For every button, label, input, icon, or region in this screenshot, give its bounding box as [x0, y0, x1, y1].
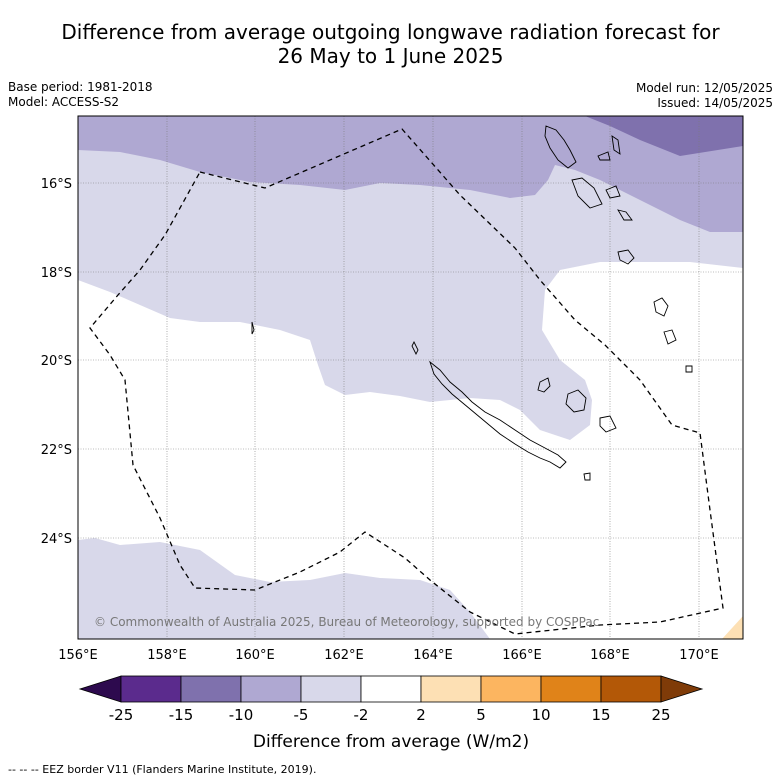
gridlines — [78, 116, 743, 639]
lon-label: 156°E — [58, 648, 98, 663]
colorbar-tick: -25 — [109, 706, 134, 724]
colorbar-tick: -15 — [169, 706, 194, 724]
colorbar-extend-low — [78, 675, 122, 703]
anomaly-region-minus5-to-minus2 — [78, 116, 743, 440]
lon-label: 162°E — [324, 648, 364, 663]
lat-label: 24°S — [41, 532, 72, 547]
colorbar-swatch — [240, 675, 302, 703]
base-period: Base period: 1981-2018 — [8, 80, 153, 94]
run-info: Model run: 12/05/2025 Issued: 14/05/2025 — [636, 81, 773, 111]
colorbar-tick: 15 — [591, 706, 610, 724]
eez-border — [89, 128, 724, 635]
colorbar-swatch — [120, 675, 182, 703]
copyright-notice: © Commonwealth of Australia 2025, Bureau… — [94, 615, 599, 629]
colorbar-tick: 25 — [651, 706, 670, 724]
lat-label: 18°S — [41, 266, 72, 281]
new-caledonia-coast — [429, 360, 567, 469]
colorbar-title: Difference from average (W/m2) — [253, 732, 529, 752]
colorbar-swatch — [360, 675, 422, 703]
colorbar-extend-high — [660, 675, 704, 703]
latitude-labels: 16°S 18°S 20°S 22°S 24°S — [41, 177, 72, 547]
lon-label: 158°E — [147, 648, 187, 663]
colorbar-swatch — [180, 675, 242, 703]
colorbar-swatch — [420, 675, 482, 703]
title-line-1: Difference from average outgoing longwav… — [61, 20, 720, 44]
lon-label: 166°E — [502, 648, 542, 663]
model-info: Base period: 1981-2018 Model: ACCESS-S2 — [8, 80, 153, 110]
model-name: Model: ACCESS-S2 — [8, 95, 120, 109]
colorbar-tick: 10 — [531, 706, 550, 724]
lon-label: 168°E — [590, 648, 630, 663]
colorbar-swatch — [540, 675, 602, 703]
colorbar-ticks: -25 -15 -10 -5 -2 2 5 10 15 25 — [109, 706, 671, 724]
eez-footnote: -- -- -- EEZ border V11 (Flanders Marine… — [8, 763, 317, 776]
map-title: Difference from average outgoing longwav… — [0, 20, 781, 68]
lat-label: 22°S — [41, 443, 72, 458]
title-line-2: 26 May to 1 June 2025 — [277, 44, 504, 68]
anomaly-region-minus10-to-minus5 — [78, 116, 743, 232]
lon-label: 164°E — [413, 648, 453, 663]
colorbar: -25 -15 -10 -5 -2 2 5 10 15 25 Differenc… — [78, 675, 704, 752]
colorbar-tick: -10 — [229, 706, 254, 724]
anomaly-region-minus15-to-minus10 — [585, 116, 743, 156]
longitude-labels: 156°E 158°E 160°E 162°E 164°E 166°E 168°… — [58, 648, 719, 663]
model-run: Model run: 12/05/2025 — [635, 81, 773, 95]
issued-date: Issued: 14/05/2025 — [657, 96, 773, 110]
coastlines — [251, 125, 693, 481]
lon-label: 170°E — [679, 648, 719, 663]
lat-label: 16°S — [41, 177, 72, 192]
colorbar-tick: 2 — [416, 706, 426, 724]
anomaly-region-southwest — [78, 538, 490, 639]
colorbar-swatch — [600, 675, 662, 703]
colorbar-tick: -5 — [294, 706, 309, 724]
anomaly-region-positive-corner — [722, 616, 743, 639]
map-frame — [77, 115, 744, 640]
colorbar-tick: -2 — [354, 706, 369, 724]
map-panel: © Commonwealth of Australia 2025, Bureau… — [78, 116, 743, 639]
lon-label: 160°E — [235, 648, 275, 663]
colorbar-swatch — [300, 675, 362, 703]
colorbar-swatch — [480, 675, 542, 703]
lat-label: 20°S — [41, 354, 72, 369]
colorbar-tick: 5 — [476, 706, 486, 724]
